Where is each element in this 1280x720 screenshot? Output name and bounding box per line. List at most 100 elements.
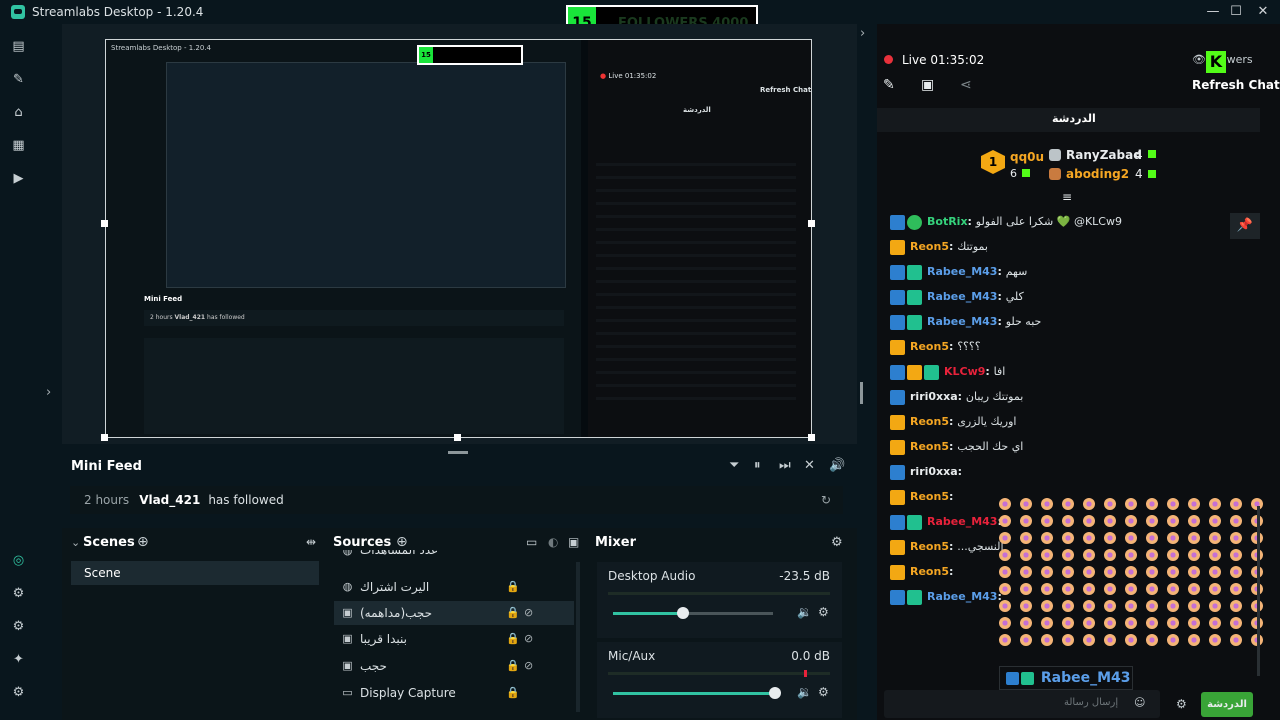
mixer-settings-icon[interactable]: ⚙: [831, 535, 843, 550]
resize-handle-right[interactable]: [808, 220, 815, 227]
refresh-chat-button[interactable]: Refresh Chat: [1192, 78, 1280, 92]
emote-icon: [1125, 566, 1137, 578]
image-icon: ▣: [342, 606, 353, 619]
lock-icon[interactable]: 🔒: [506, 659, 520, 672]
chat-username[interactable]: Rabee_M43: [927, 265, 998, 278]
chat-message: Reon5:: [890, 562, 1240, 582]
expand-leaderboard-icon[interactable]: ≡: [1062, 190, 1073, 204]
resize-handle-bottom-right[interactable]: [808, 434, 815, 441]
settings-gear-icon-1[interactable]: ⚙: [12, 586, 25, 601]
maximize-button[interactable]: ☐: [1230, 4, 1242, 19]
alert-box-icon[interactable]: ◎: [12, 553, 25, 568]
vertical-drag-divider[interactable]: [860, 382, 863, 404]
chat-username[interactable]: Rabee_M43: [927, 315, 998, 328]
lock-icon[interactable]: 🔒: [506, 580, 520, 593]
chat-username[interactable]: Reon5: [910, 440, 949, 453]
share-icon[interactable]: ⋖: [960, 77, 972, 93]
source-row[interactable]: ▭ Display Capture 🔒: [334, 681, 574, 705]
expand-left-icon[interactable]: ›: [46, 385, 52, 400]
store-icon[interactable]: ⌂: [14, 105, 23, 120]
settings-gear-icon-2[interactable]: ⚙: [12, 619, 25, 634]
emote-icon: [1083, 566, 1095, 578]
chat-input-field[interactable]: إرسال رسالة ☺: [884, 690, 1160, 718]
chat-username[interactable]: Reon5: [910, 540, 949, 553]
sources-scrollbar[interactable]: [576, 562, 580, 712]
leaderboard-second-name[interactable]: RanyZabad: [1066, 148, 1142, 162]
chat-username[interactable]: riri0xxa: [910, 465, 958, 478]
visibility-off-icon[interactable]: ⊘: [524, 659, 534, 672]
chat-settings-icon[interactable]: ⚙: [1176, 697, 1187, 711]
desktop-audio-slider[interactable]: [677, 607, 689, 619]
emoji-icon[interactable]: ☺: [1134, 696, 1146, 709]
add-source-icon[interactable]: ⊕: [396, 534, 408, 550]
audio-settings-icon[interactable]: ⚙: [818, 605, 829, 619]
leaderboard-second-count: 4: [1135, 148, 1143, 162]
visibility-off-icon[interactable]: ⊘: [524, 632, 534, 645]
source-row[interactable]: ◍ اليرت اشتراك 🔒: [334, 575, 574, 599]
scene-item[interactable]: Scene: [71, 561, 319, 585]
add-scene-icon[interactable]: ⊕: [137, 534, 149, 550]
pin-icon[interactable]: 📌: [1230, 213, 1260, 239]
scene-transition-icon[interactable]: ⇹: [306, 535, 317, 549]
emote-icon: [1125, 498, 1137, 510]
source-folder-icon[interactable]: ▭: [526, 535, 538, 549]
add-folder-icon[interactable]: ▣: [568, 535, 580, 549]
nested-title: Streamlabs Desktop - 1.20.4: [111, 44, 211, 52]
collapse-right-icon[interactable]: ›: [860, 26, 866, 41]
crown-badge-icon: [890, 414, 905, 430]
repeat-alert-icon[interactable]: ↻: [820, 493, 831, 507]
camera-icon[interactable]: ▣: [921, 77, 935, 93]
chat-username[interactable]: KLCw9: [944, 365, 986, 378]
resize-handle-left[interactable]: [101, 220, 108, 227]
chat-username[interactable]: Reon5: [910, 490, 949, 503]
leaderboard-third-name[interactable]: aboding2: [1066, 167, 1130, 181]
drag-divider[interactable]: [448, 451, 468, 454]
source-row-selected[interactable]: ▣ حجب(مداهمه) 🔒 ⊘: [334, 601, 574, 625]
skip-icon[interactable]: ⏭: [779, 458, 791, 473]
chat-username[interactable]: Rabee_M43: [927, 515, 998, 528]
stream-preview[interactable]: Streamlabs Desktop - 1.20.4 Mini Feed 2 …: [105, 39, 812, 438]
mute-alerts-icon[interactable]: ✕: [804, 458, 815, 473]
pause-icon[interactable]: ⏸: [754, 458, 761, 473]
source-row[interactable]: ▣ حجب 🔒 ⊘: [334, 654, 574, 678]
resize-handle-bottom-left[interactable]: [101, 434, 108, 441]
chat-username[interactable]: Rabee_M43: [927, 590, 998, 603]
speaker-icon[interactable]: 🔉: [797, 605, 812, 619]
chat-username[interactable]: BotRix: [927, 215, 968, 228]
collapse-scenes-icon[interactable]: ⌄: [71, 536, 81, 549]
lock-icon[interactable]: 🔒: [506, 686, 520, 699]
speaker-icon[interactable]: 🔉: [797, 685, 812, 699]
chat-username[interactable]: Reon5: [910, 240, 949, 253]
close-button[interactable]: ✕: [1257, 4, 1269, 19]
layout-icon[interactable]: ▦: [12, 138, 25, 153]
chat-username[interactable]: Reon5: [910, 565, 949, 578]
visibility-off-icon[interactable]: ⊘: [524, 606, 534, 619]
emote-icon: [1020, 566, 1032, 578]
send-chat-button[interactable]: الدردشة: [1201, 692, 1253, 717]
emote-icon: [1167, 498, 1179, 510]
audio-settings-icon[interactable]: ⚙: [818, 685, 829, 699]
settings-icon[interactable]: ⚙: [12, 685, 25, 700]
sparkle-icon[interactable]: ✦: [13, 652, 24, 667]
resize-handle-bottom[interactable]: [454, 434, 461, 441]
mic-aux-slider[interactable]: [769, 687, 781, 699]
play-icon[interactable]: ▶: [13, 171, 24, 186]
lock-icon[interactable]: 🔒: [506, 632, 520, 645]
chat-scrollbar[interactable]: [1257, 506, 1260, 676]
chat-username[interactable]: Rabee_M43: [927, 290, 998, 303]
edit-icon[interactable]: ✎: [883, 77, 895, 93]
source-row[interactable]: ◍ عدد المشاهدات: [334, 550, 574, 562]
studio-mode-icon[interactable]: ▤: [12, 39, 25, 54]
filter-icon[interactable]: ⏷: [729, 458, 740, 473]
chat-username[interactable]: riri0xxa: [910, 390, 958, 403]
emote-icon: [1167, 600, 1179, 612]
themes-icon[interactable]: ✎: [13, 72, 24, 87]
leaderboard-first-name[interactable]: qq0u: [1010, 150, 1045, 164]
minimize-button[interactable]: —: [1206, 4, 1220, 19]
chat-username[interactable]: Reon5: [910, 340, 949, 353]
lock-icon[interactable]: 🔒: [506, 606, 520, 619]
volume-icon[interactable]: 🔊: [829, 458, 846, 473]
chat-username[interactable]: Reon5: [910, 415, 949, 428]
source-row[interactable]: ▣ بنبدا قريبا 🔒 ⊘: [334, 627, 574, 651]
emote-spam-overlay: [998, 498, 1268, 650]
